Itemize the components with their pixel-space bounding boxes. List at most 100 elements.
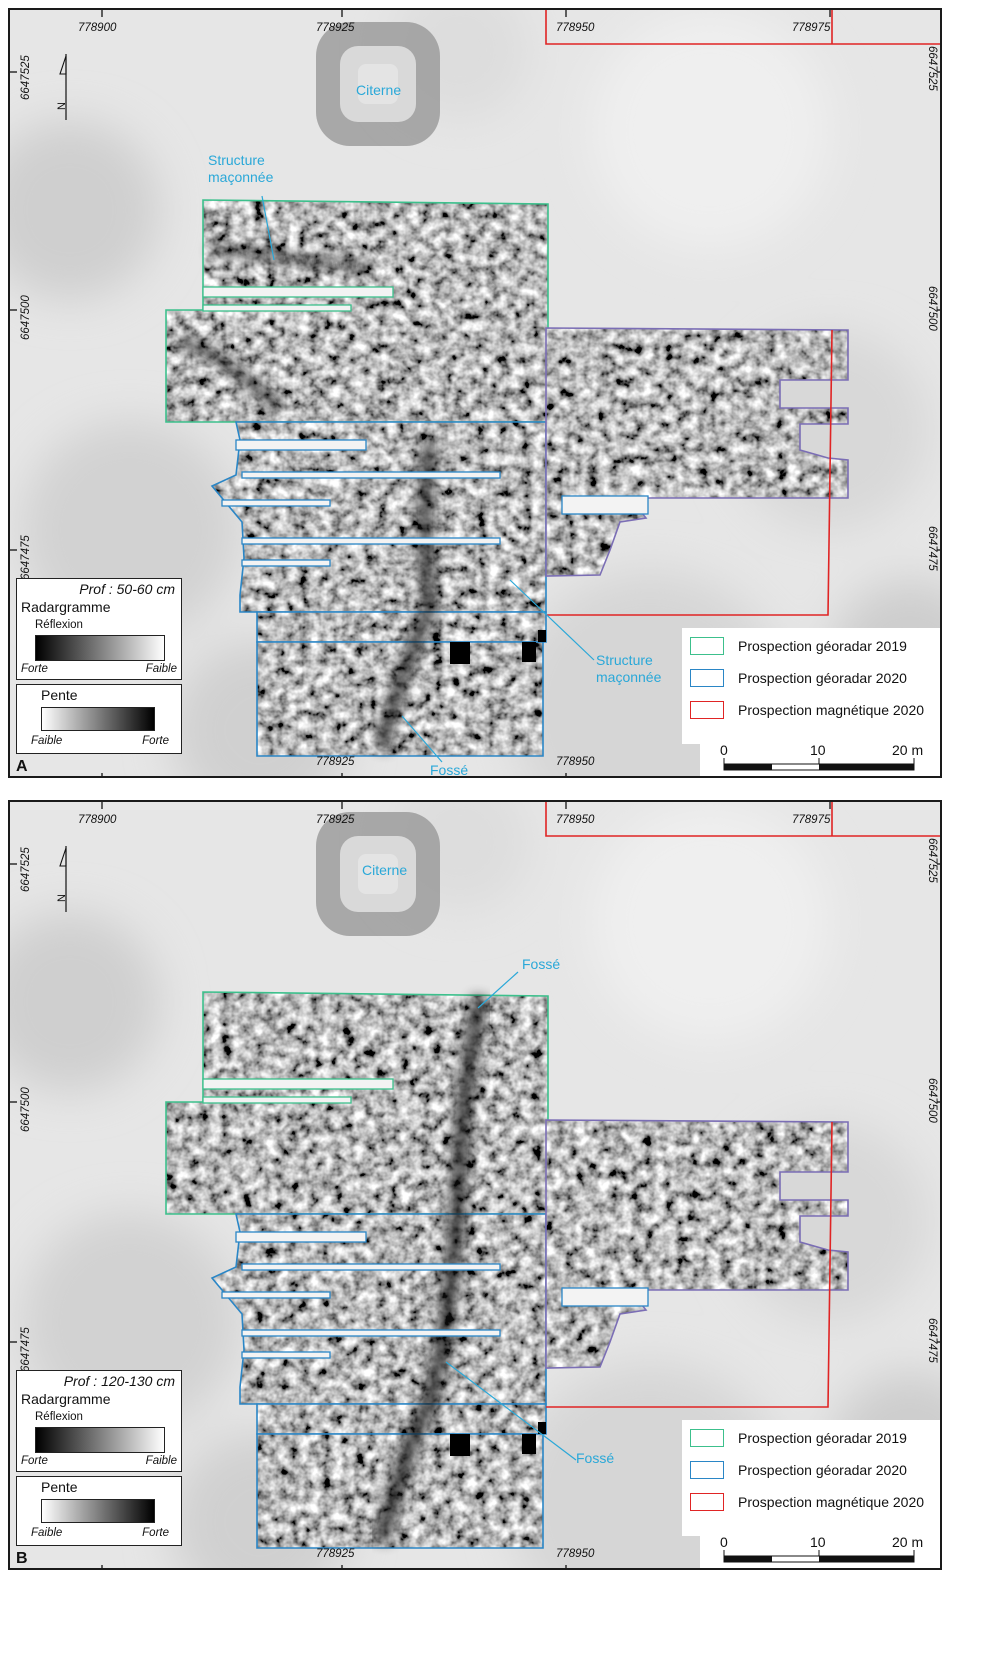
- legend-label: Prospection magnétique 2020: [738, 702, 925, 718]
- coord-top-778975: 778975: [792, 22, 831, 34]
- pente-gradient: [41, 707, 155, 731]
- pente-title: Pente: [41, 1479, 78, 1495]
- legend-swatch: [690, 1429, 724, 1447]
- scale-tick-label: 10: [810, 1534, 826, 1550]
- reflexion-max: Faible: [145, 1455, 177, 1467]
- nodata-squares: [450, 1422, 546, 1456]
- scale-bar: 0 10 20 m: [700, 740, 940, 776]
- pente-max: Forte: [142, 735, 169, 747]
- legend-swatch: [690, 1493, 724, 1511]
- reflexion-gradient: [35, 1427, 165, 1453]
- magnetic-survey-top: [545, 802, 940, 837]
- map-panel-a: 778900 778925 778950 778975 778925 778950 6647…: [8, 8, 942, 778]
- legend-label: Prospection géoradar 2019: [738, 638, 907, 654]
- scale-tick-label: 10: [810, 742, 826, 758]
- legend-item: Prospection géoradar 2019: [690, 1428, 907, 1448]
- coord-left-6647500: 6647500: [20, 1087, 32, 1132]
- pente-min: Faible: [31, 1527, 63, 1539]
- radargramme-legend: Prof : 120-130 cm Radargramme Réflexion For…: [16, 1370, 182, 1472]
- coord-right-6647500: 6647500: [926, 286, 938, 331]
- coord-right-6647475: 6647475: [926, 1318, 938, 1363]
- pente-legend: Pente Faible Forte: [16, 684, 182, 754]
- annotation-fosse_top: Fossé: [522, 956, 561, 972]
- survey-2020-block: [210, 1213, 547, 1405]
- legend-item: Prospection géoradar 2019: [690, 636, 907, 656]
- coord-bottom-778925: 778925: [316, 1548, 355, 1560]
- coord-bottom-778950: 778950: [556, 756, 595, 768]
- legend-label: Prospection magnétique 2020: [738, 1494, 925, 1510]
- reflexion-label: Réflexion: [35, 619, 83, 631]
- legend-item: Prospection magnétique 2020: [690, 1492, 924, 1512]
- scale-tick-label: 0: [720, 742, 728, 758]
- coord-right-6647525: 6647525: [926, 838, 938, 883]
- annotation-citerne: Citerne: [356, 82, 402, 98]
- legend-label: Prospection géoradar 2020: [738, 1462, 907, 1478]
- panel-letter: B: [16, 1550, 28, 1567]
- annotation-leaders: [445, 971, 577, 1461]
- coord-right-6647475: 6647475: [926, 526, 938, 571]
- north-letter: N: [55, 894, 68, 902]
- north-arrow-icon: [56, 846, 76, 912]
- coord-left-6647475: 6647475: [20, 535, 32, 580]
- coord-left-6647525: 6647525: [20, 55, 32, 100]
- legend-swatch: [690, 669, 724, 687]
- coord-top-778950: 778950: [556, 22, 595, 34]
- scale-tick-label: 20 m: [892, 1534, 924, 1550]
- pente-legend: Pente Faible Forte: [16, 1476, 182, 1546]
- survey-legend: Prospection géoradar 2019 Prospection géo…: [682, 1420, 940, 1536]
- depth-label: Prof : 120-130 cm: [63, 1373, 175, 1389]
- legend-item: Prospection géoradar 2020: [690, 1460, 907, 1480]
- north-arrow-icon: [56, 54, 76, 120]
- reflexion-gradient: [35, 635, 165, 661]
- pente-min: Faible: [31, 735, 63, 747]
- scale-tick-label: 20 m: [892, 742, 924, 758]
- nodata-squares: [450, 630, 546, 664]
- coord-bottom-778950: 778950: [556, 1548, 595, 1560]
- annotation-structure_right: Structure maçonnée: [596, 652, 662, 685]
- depth-label: Prof : 50-60 cm: [79, 581, 175, 597]
- coord-top-778950: 778950: [556, 814, 595, 826]
- annotation-leaders: [261, 195, 595, 763]
- coord-left-6647500: 6647500: [20, 295, 32, 340]
- coord-left-6647475: 6647475: [20, 1327, 32, 1372]
- coord-top-778900: 778900: [78, 22, 117, 34]
- annotation-citerne: Citerne: [362, 862, 408, 878]
- legend-item: Prospection géoradar 2020: [690, 668, 907, 688]
- map-panel-b: 778900 778925 778950 778975 778925 778950 6647…: [8, 800, 942, 1570]
- radar-anomalies: [374, 995, 488, 1544]
- graticule-ticks: [10, 802, 940, 1568]
- magnetic-survey-outline: [546, 1121, 833, 1408]
- coord-bottom-778925: 778925: [316, 756, 355, 768]
- scale-bar-graphic: [723, 1550, 915, 1563]
- survey-legend: Prospection géoradar 2019 Prospection géo…: [682, 628, 940, 744]
- coord-right-6647500: 6647500: [926, 1078, 938, 1123]
- reflexion-min: Forte: [21, 663, 48, 675]
- legend-swatch: [690, 1461, 724, 1479]
- citerne-mound: [316, 22, 440, 146]
- map-canvas: [10, 802, 940, 1568]
- magnetic-survey-outline: [546, 329, 833, 616]
- survey-gaps: [202, 286, 649, 567]
- radar-anomalies: [178, 246, 438, 752]
- coord-top-778975: 778975: [792, 814, 831, 826]
- annotation-structure_top: Structure maçonnée: [208, 152, 274, 185]
- reflexion-label: Réflexion: [35, 1411, 83, 1423]
- scale-bar-graphic: [723, 758, 915, 771]
- annotation-fosse_bottom: Fossé: [430, 762, 469, 778]
- legend-swatch: [690, 701, 724, 719]
- annotation-fosse_right: Fossé: [576, 1450, 615, 1466]
- legend-swatch: [690, 637, 724, 655]
- citerne-mound: [316, 812, 440, 936]
- pente-max: Forte: [142, 1527, 169, 1539]
- coord-left-6647525: 6647525: [20, 847, 32, 892]
- coord-right-6647525: 6647525: [926, 46, 938, 91]
- radargramme-title: Radargramme: [21, 1391, 111, 1407]
- pente-title: Pente: [41, 687, 78, 703]
- radargramme-title: Radargramme: [21, 599, 111, 615]
- reflexion-max: Faible: [145, 663, 177, 675]
- coord-top-778900: 778900: [78, 814, 117, 826]
- magnetic-survey-top: [545, 10, 940, 45]
- coord-top-778925: 778925: [316, 814, 355, 826]
- panel-letter: A: [16, 758, 28, 775]
- legend-item: Prospection magnétique 2020: [690, 700, 924, 720]
